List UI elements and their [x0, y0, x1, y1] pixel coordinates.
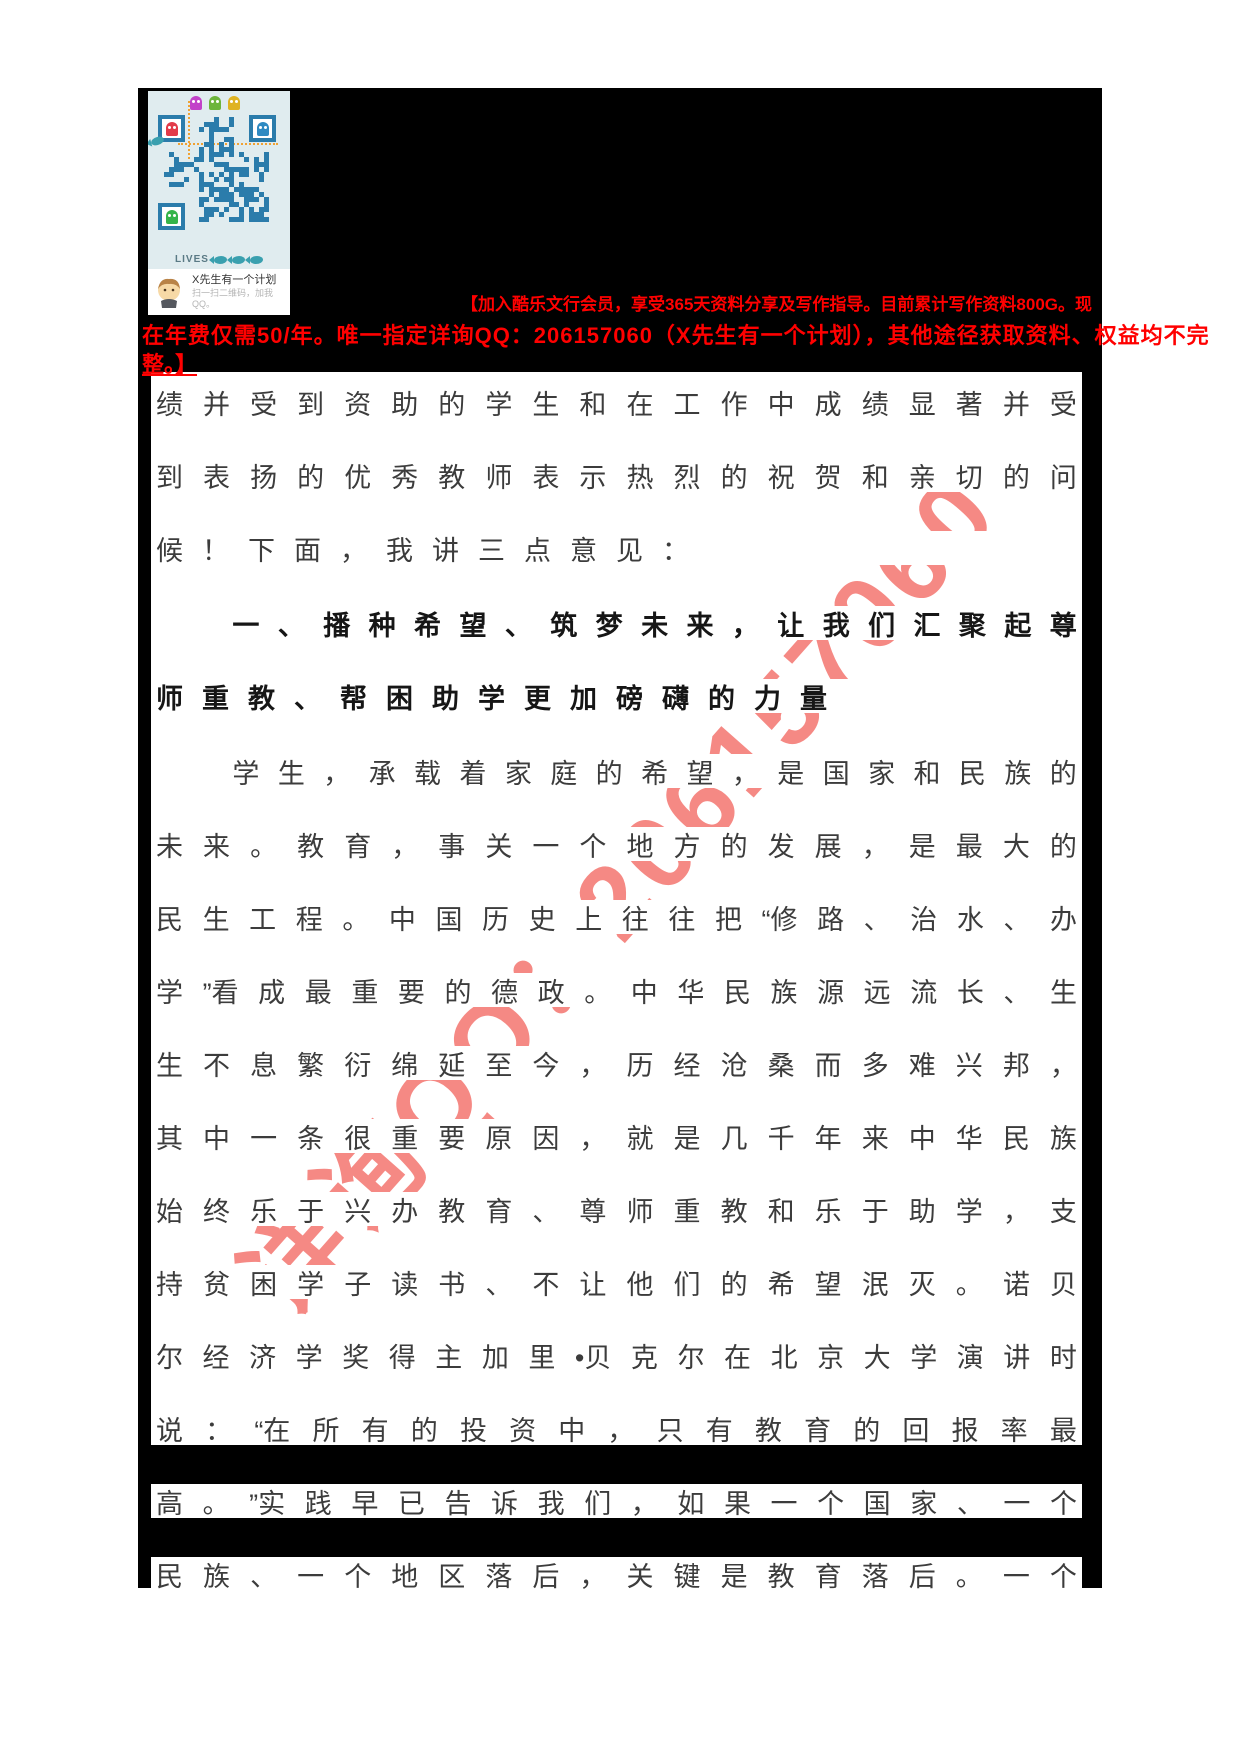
doc-line-text: 未来。教育，事关一个地方的发展，是最大的 — [151, 827, 1082, 862]
dotted-guide-horizontal — [178, 143, 278, 145]
doc-line-text: 学生，承载着家庭的希望，是国家和民族的 — [151, 754, 1082, 789]
doc-line-text: 生不息繁衍绵延至今，历经沧桑而多难兴邦， — [151, 1046, 1082, 1081]
doc-line: 候！下面，我讲三点意见： — [151, 531, 1082, 591]
fish-icon — [226, 255, 245, 264]
fish-icon — [208, 255, 227, 264]
ad-banner-line2: 在年费仅需50/年。唯一指定详询QQ：206157060（X先生有一个计划），其… — [142, 323, 1210, 348]
qr-card-footer: X先生有一个计划 扫一扫二维码，加我QQ。 — [148, 269, 290, 315]
doc-line: 持贫困学子读书、不让他们的希望泯灭。诺贝 — [151, 1265, 1082, 1325]
doc-line: 高。 ”实践早已告诉我们，如果一个国家、一个 — [151, 1484, 1082, 1544]
doc-line: 绩并受到资助的学生和在工作中成绩显著并受 — [151, 385, 1082, 445]
doc-line-text: 学 ”看成最重要的德政。中华民族源远流长、生 — [151, 973, 1082, 1008]
doc-line: 尔经济学奖得主加里 •贝克尔在北京大学演讲时 — [151, 1338, 1082, 1398]
doc-line: 学 ”看成最重要的德政。中华民族源远流长、生 — [151, 973, 1082, 1033]
doc-line-text: 师重教、帮困助学更加磅礴的力量 — [151, 679, 1082, 714]
qr-caption: LIVES — [175, 254, 209, 265]
doc-line-text: 到表扬的优秀教师表示热烈的祝贺和亲切的问 — [151, 458, 1082, 493]
ghost-yellow-icon — [228, 96, 240, 110]
doc-line-text: 一、播种希望、筑梦未来，让我们汇聚起尊 — [151, 606, 1082, 641]
mascot-avatar — [158, 278, 180, 308]
doc-line: 到表扬的优秀教师表示热烈的祝贺和亲切的问 — [151, 458, 1082, 518]
doc-line: 生不息繁衍绵延至今，历经沧桑而多难兴邦， — [151, 1046, 1082, 1106]
qr-card-text: X先生有一个计划 扫一扫二维码，加我QQ。 — [192, 274, 286, 310]
doc-line: 说： “在所有的投资中，只有教育的回报率最 — [151, 1411, 1082, 1471]
doc-line: 始终乐于兴办教育、尊师重教和乐于助学，支 — [151, 1192, 1082, 1252]
ghost-icons-row — [190, 96, 240, 110]
qr-promo-card[interactable]: LIVES X先生有一个计划 扫一扫二维码，加我QQ。 — [148, 91, 290, 315]
doc-line: 未来。教育，事关一个地方的发展，是最大的 — [151, 827, 1082, 887]
qr-card-subtitle: 扫一扫二维码，加我QQ。 — [192, 287, 274, 309]
ghost-purple-icon — [190, 96, 202, 110]
qr-finder-bottom-left — [158, 203, 185, 230]
ghost-red-icon — [165, 121, 178, 136]
ghost-blue-icon — [256, 121, 269, 136]
doc-line: 民生工程。中国历史上往往把 “修路、治水、办 — [151, 900, 1082, 960]
qr-code-area: LIVES — [148, 91, 290, 269]
doc-line: 师重教、帮困助学更加磅礴的力量 — [151, 679, 1082, 739]
doc-line-text: 其中一条很重要原因，就是几千年来中华民族 — [151, 1119, 1082, 1154]
doc-line-text: 始终乐于兴办教育、尊师重教和乐于助学，支 — [151, 1192, 1082, 1227]
ghost-green2-icon — [165, 209, 178, 224]
fish-icon — [244, 255, 263, 264]
qr-caption-row: LIVES — [148, 254, 290, 265]
qr-card-title: X先生有一个计划 — [192, 273, 277, 286]
doc-line-text: 持贫困学子读书、不让他们的希望泯灭。诺贝 — [151, 1265, 1082, 1300]
dotted-guide-vertical — [188, 101, 190, 159]
doc-line: 学生，承载着家庭的希望，是国家和民族的 — [151, 754, 1082, 814]
qr-finder-top-right — [249, 115, 276, 142]
document-body: 绩并受到资助的学生和在工作中成绩显著并受到表扬的优秀教师表示热烈的祝贺和亲切的问… — [151, 372, 1082, 1592]
doc-line-text: 民生工程。中国历史上往往把 “修路、治水、办 — [151, 900, 1082, 935]
doc-line: 民族、一个地区落后，关键是教育落后。一个 — [151, 1557, 1082, 1617]
doc-line-text: 说： “在所有的投资中，只有教育的回报率最 — [151, 1411, 1082, 1446]
doc-line-text: 高。 ”实践早已告诉我们，如果一个国家、一个 — [151, 1484, 1082, 1519]
ad-banner-line3: 整。】 — [142, 352, 198, 377]
doc-line-text: 民族、一个地区落后，关键是教育落后。一个 — [151, 1557, 1082, 1592]
qr-code-image — [164, 117, 269, 227]
fish-icon — [150, 135, 165, 147]
doc-line-text: 尔经济学奖得主加里 •贝克尔在北京大学演讲时 — [151, 1338, 1082, 1373]
ad-banner-line1: 【加入酷乐文行会员，享受365天资料分享及写作指导。目前累计写作资料800G。现 — [461, 295, 1092, 314]
page-dark-panel: LIVES X先生有一个计划 扫一扫二维码，加我QQ。 — [138, 88, 1209, 1592]
doc-line: 一、播种希望、筑梦未来，让我们汇聚起尊 — [151, 606, 1082, 666]
doc-line-text: 绩并受到资助的学生和在工作中成绩显著并受 — [151, 385, 1082, 420]
doc-line-text: 候！下面，我讲三点意见： — [151, 531, 1082, 566]
ghost-green-icon — [209, 96, 221, 110]
doc-line: 其中一条很重要原因，就是几千年来中华民族 — [151, 1119, 1082, 1179]
